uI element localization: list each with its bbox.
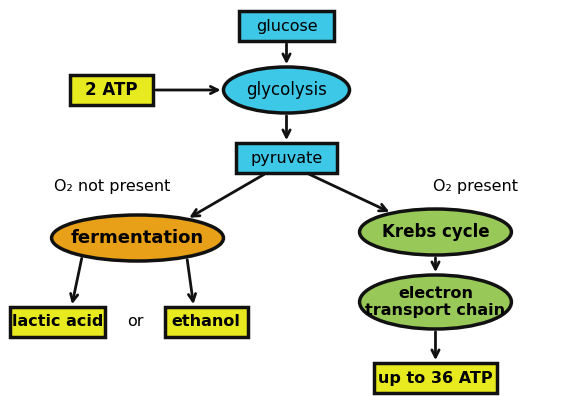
Text: O₂ present: O₂ present [433,178,518,194]
Text: lactic acid: lactic acid [11,314,103,330]
FancyBboxPatch shape [236,143,336,173]
Text: glycolysis: glycolysis [246,81,327,99]
FancyBboxPatch shape [165,307,248,337]
Text: fermentation: fermentation [71,229,204,247]
Text: pyruvate: pyruvate [250,150,323,166]
Text: up to 36 ATP: up to 36 ATP [378,370,493,386]
Text: electron
transport chain: electron transport chain [366,286,505,318]
FancyBboxPatch shape [70,75,154,105]
Text: or: or [127,314,143,330]
Text: ethanol: ethanol [172,314,241,330]
FancyBboxPatch shape [374,363,497,393]
Ellipse shape [360,275,512,329]
Ellipse shape [360,209,512,255]
Text: 2 ATP: 2 ATP [85,81,138,99]
FancyBboxPatch shape [240,11,334,41]
Ellipse shape [52,215,223,261]
Text: glucose: glucose [256,18,317,34]
Text: O₂ not present: O₂ not present [53,178,170,194]
Ellipse shape [223,67,350,113]
FancyBboxPatch shape [10,307,104,337]
Text: Krebs cycle: Krebs cycle [382,223,489,241]
